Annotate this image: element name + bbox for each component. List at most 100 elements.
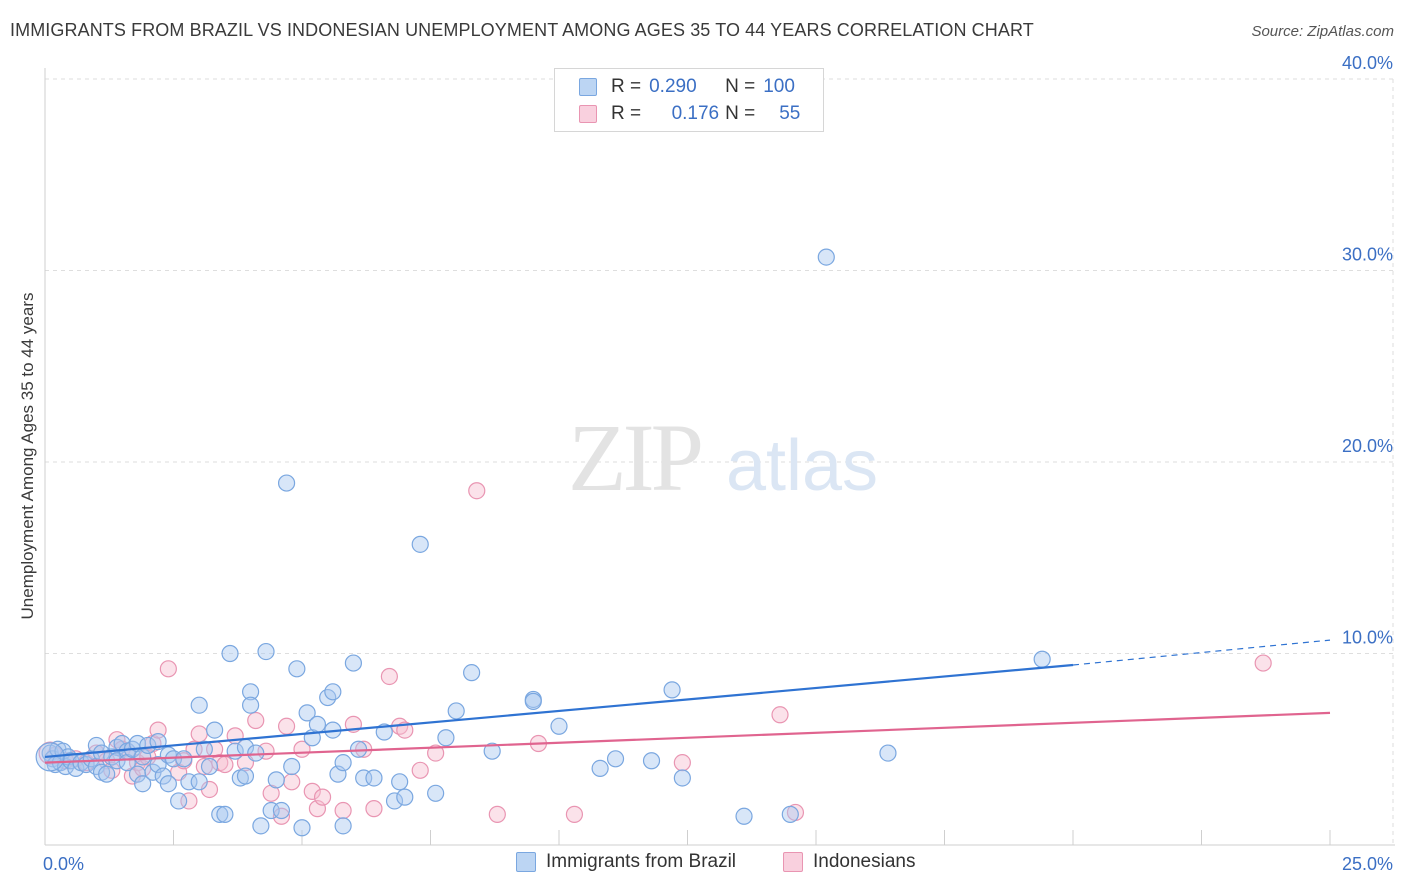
legend-row-brazil: R = 0.290 N = 100 — [579, 75, 795, 99]
brazil-point — [206, 721, 224, 739]
brazil-point — [324, 683, 342, 701]
legend-n-label: N = — [725, 103, 756, 124]
indonesians-point — [365, 800, 383, 818]
brazil-trend-extension — [1072, 639, 1331, 666]
brazil-point — [211, 805, 229, 823]
watermark-atlas: atlas — [726, 426, 878, 506]
brazil-point — [134, 775, 152, 793]
brazil-point — [298, 704, 316, 722]
correlation-legend: R = 0.290 N = 100 R = 0.176 N = 55 — [554, 68, 824, 132]
indonesians-point — [303, 782, 321, 800]
indonesians-point — [488, 805, 506, 823]
y-tick-label: 10.0% — [1342, 628, 1393, 648]
brazil-point — [879, 744, 897, 762]
brazil-trend-line — [44, 663, 1074, 759]
brazil-point — [447, 702, 465, 720]
brazil-point — [524, 692, 542, 710]
bottom-legend-swatch-indonesians — [783, 852, 803, 872]
indonesians-point — [334, 801, 352, 820]
bottom-legend-label-indonesians: Indonesians — [813, 851, 916, 872]
indonesians-point — [216, 755, 234, 774]
brazil-point — [663, 681, 681, 699]
legend-row-indonesians: R = 0.176 N = 55 — [579, 102, 800, 126]
brazil-point — [591, 759, 609, 778]
brazil-point — [1033, 650, 1051, 668]
brazil-point — [817, 248, 835, 266]
indonesians-point — [411, 761, 429, 779]
brazil-point — [334, 754, 352, 772]
y-tick-label: 30.0% — [1342, 245, 1393, 265]
brazil-point — [396, 788, 414, 806]
indonesians-point — [427, 744, 445, 762]
indonesians-point — [283, 773, 301, 791]
brazil-point — [175, 750, 193, 768]
brazil-point — [200, 757, 219, 776]
legend-n-value: 100 — [763, 76, 795, 97]
brazil-point — [277, 474, 296, 492]
y-tick-label: 20.0% — [1342, 436, 1393, 456]
legend-r-value: 0.290 — [649, 76, 697, 97]
brazil-point — [139, 736, 157, 755]
brazil-point — [221, 644, 239, 663]
brazil-point — [411, 535, 429, 553]
brazil-point — [216, 805, 234, 823]
brazil-point — [267, 771, 285, 789]
legend-r-label: R = — [611, 76, 642, 97]
brazil-point — [247, 744, 265, 762]
brazil-point — [344, 654, 362, 672]
gridlines — [45, 78, 1395, 845]
brazil-point — [735, 807, 753, 825]
legend-swatch-brazil — [579, 78, 597, 96]
tick-labels: 10.0% 20.0% 30.0% 40.0% 0.0% 25.0% — [43, 53, 1393, 874]
bottom-legend-brazil: Immigrants from Brazil — [516, 851, 736, 873]
indonesians-point — [247, 711, 265, 730]
legend-n-value: 55 — [779, 103, 801, 124]
indonesians-trend-line — [44, 711, 1331, 764]
axes — [44, 68, 1395, 846]
indonesians-point — [277, 717, 296, 735]
brazil-point — [242, 683, 260, 701]
watermark: ZIP atlas — [568, 404, 878, 511]
brazil-point — [308, 715, 327, 733]
brazil-point — [483, 742, 501, 760]
x-tick-label-max: 25.0% — [1342, 854, 1393, 874]
indonesians-point — [190, 725, 208, 743]
indonesians-point — [313, 788, 332, 806]
legend-r-value: 0.176 — [671, 103, 720, 124]
x-tick-label-min: 0.0% — [43, 854, 84, 874]
legend-n-label: N = — [725, 76, 756, 97]
indonesians-point — [272, 807, 291, 825]
brazil-point — [170, 792, 188, 810]
watermark-zip: ZIP — [568, 404, 701, 511]
brazil-point — [334, 817, 352, 835]
brazil-point — [781, 805, 799, 823]
brazil-point — [257, 642, 275, 661]
brazil-point — [242, 696, 260, 714]
brazil-point — [463, 664, 481, 682]
brazil-point — [190, 696, 208, 714]
brazil-point — [365, 769, 383, 787]
indonesians-point — [673, 754, 691, 772]
brazil-point — [673, 769, 691, 787]
indonesians-point — [1254, 654, 1272, 672]
brazil-point — [98, 765, 116, 783]
brazil-point — [550, 717, 568, 735]
bottom-legend-swatch-brazil — [516, 852, 536, 872]
brazil-point — [159, 775, 177, 793]
brazil-point — [288, 660, 306, 678]
y-tick-label: 40.0% — [1342, 53, 1393, 73]
legend-swatch-indonesians — [579, 105, 597, 123]
chart-title: IMMIGRANTS FROM BRAZIL VS INDONESIAN UNE… — [10, 20, 1034, 40]
indonesians-point — [159, 660, 177, 678]
trend-lines — [44, 639, 1331, 764]
brazil-point — [385, 792, 404, 810]
brazil-point — [606, 750, 625, 768]
indonesians-point — [565, 805, 584, 823]
bottom-legend-label-brazil: Immigrants from Brazil — [546, 851, 737, 872]
brazil-point — [427, 784, 445, 802]
brazil-point — [283, 757, 301, 776]
bottom-legend-indonesians: Indonesians — [783, 851, 915, 873]
brazil-point — [437, 729, 455, 747]
source-label: Source: ZipAtlas.com — [1251, 23, 1394, 40]
